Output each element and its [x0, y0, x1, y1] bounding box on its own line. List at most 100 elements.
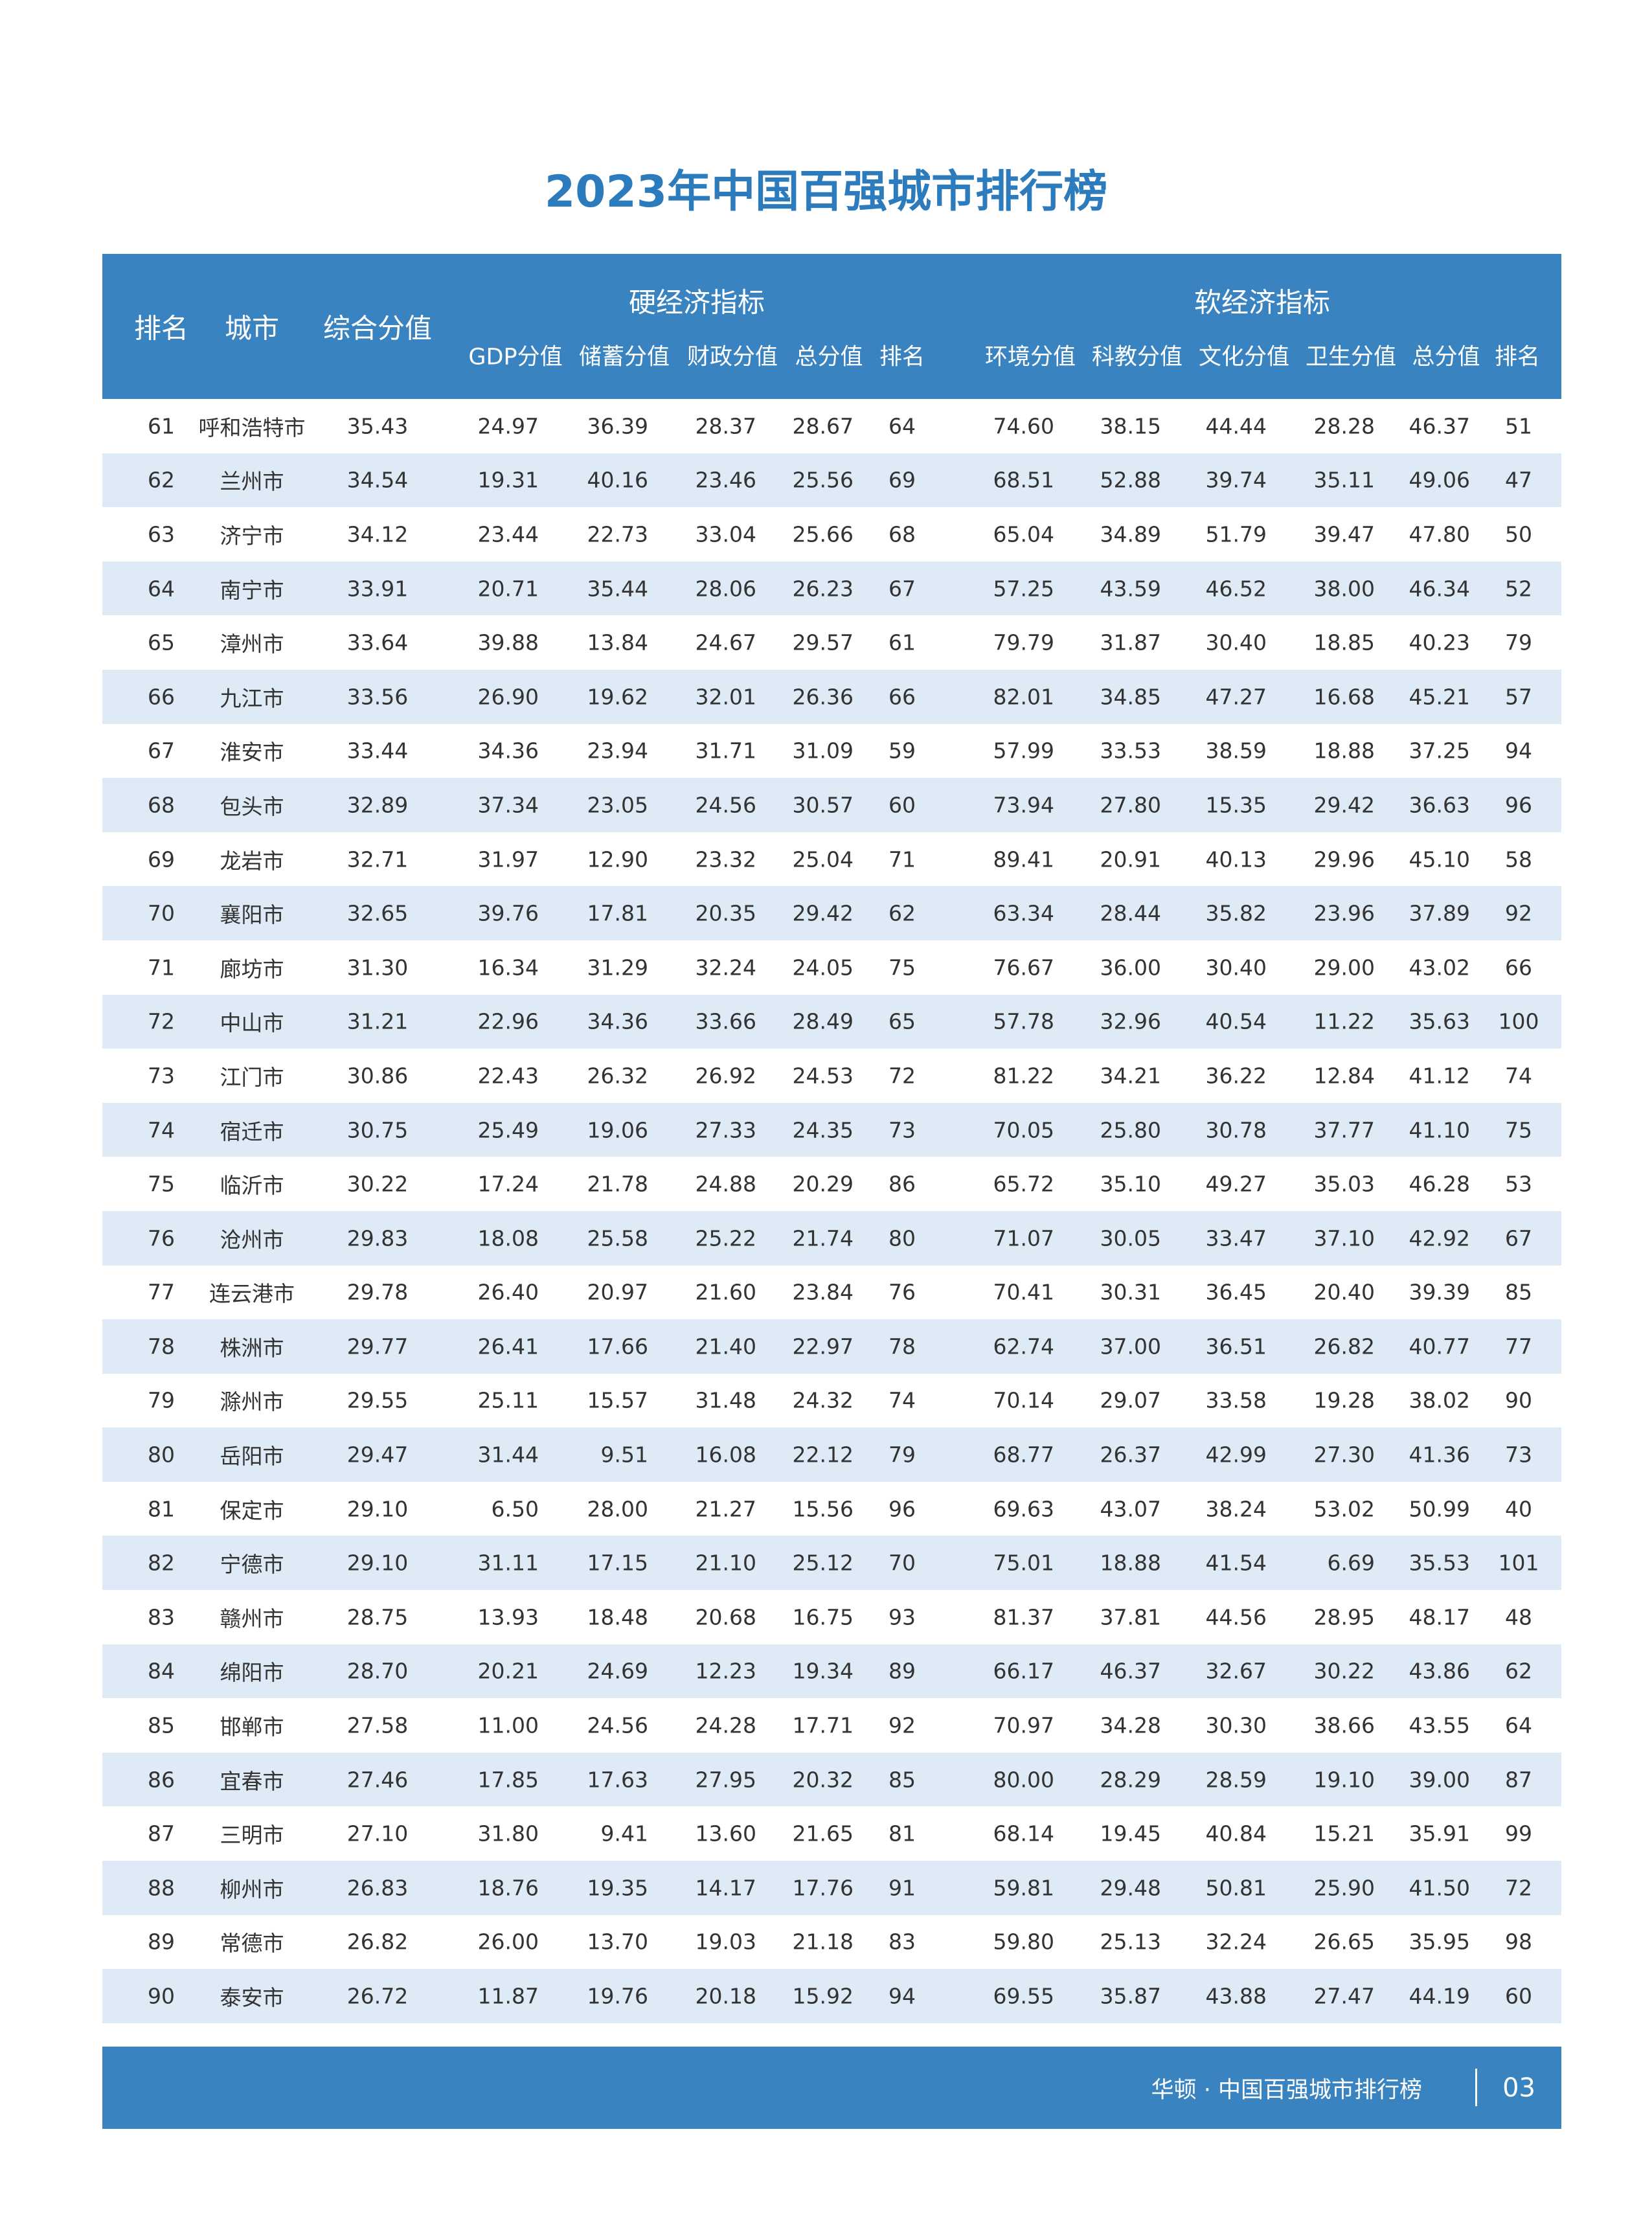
cell-savings: 13.70	[587, 1929, 648, 1955]
cell-health: 27.47	[1313, 1983, 1375, 2009]
cell-rank: 80	[148, 1442, 175, 1468]
cell-science-edu: 34.85	[1100, 684, 1161, 710]
cell-health: 28.28	[1313, 413, 1375, 439]
cell-hard-total: 17.76	[792, 1875, 854, 1901]
cell-health: 35.11	[1313, 467, 1375, 493]
cell-savings: 31.29	[587, 955, 648, 981]
cell-hard-rank: 83	[888, 1929, 916, 1955]
header-hard-group: 硬经济指标	[628, 286, 765, 319]
cell-culture: 30.30	[1205, 1712, 1267, 1738]
cell-savings: 17.66	[587, 1334, 648, 1359]
table-row: 79 滁州市 29.55 25.11 15.57 31.48 24.32 74 70.14 29.…	[102, 1374, 1561, 1428]
cell-hard-total: 16.75	[792, 1604, 854, 1630]
header-culture: 文化分值	[1198, 344, 1290, 370]
cell-culture: 49.27	[1205, 1171, 1267, 1197]
cell-environment: 81.37	[993, 1604, 1054, 1630]
cell-composite: 35.43	[346, 413, 409, 439]
cell-environment: 69.63	[993, 1496, 1054, 1522]
table-row: 68 包头市 32.89 37.34 23.05 24.56 30.57 60 73.94 27.…	[102, 778, 1561, 832]
cell-rank: 89	[148, 1929, 175, 1955]
cell-hard-rank: 92	[888, 1712, 916, 1738]
table-row: 88 柳州市 26.83 18.76 19.35 14.17 17.76 91 59.81 29.…	[102, 1861, 1561, 1915]
cell-hard-rank: 81	[888, 1821, 916, 1846]
cell-science-edu: 43.59	[1100, 576, 1161, 602]
cell-hard-rank: 68	[888, 521, 916, 547]
cell-hard-rank: 93	[888, 1604, 916, 1630]
cell-fiscal: 20.68	[695, 1604, 756, 1630]
cell-hard-total: 25.66	[792, 521, 854, 547]
cell-gdp: 22.96	[477, 1008, 539, 1034]
cell-fiscal: 20.35	[695, 900, 756, 926]
cell-city: 常德市	[220, 1931, 284, 1957]
cell-fiscal: 32.01	[695, 684, 756, 710]
cell-science-edu: 34.89	[1100, 521, 1161, 547]
cell-city: 滁州市	[220, 1389, 284, 1415]
cell-savings: 35.44	[587, 576, 648, 602]
cell-culture: 33.47	[1205, 1225, 1267, 1251]
cell-fiscal: 13.60	[695, 1821, 756, 1846]
cell-soft-total: 50.99	[1409, 1496, 1470, 1522]
cell-fiscal: 16.08	[695, 1442, 756, 1468]
cell-soft-rank: 92	[1505, 900, 1532, 926]
cell-rank: 65	[148, 630, 175, 655]
cell-hard-rank: 60	[888, 792, 916, 818]
table-row: 62 兰州市 34.54 19.31 40.16 23.46 25.56 69 68.51 52.…	[102, 453, 1561, 508]
cell-gdp: 11.87	[477, 1983, 539, 2009]
cell-science-edu: 30.05	[1100, 1225, 1161, 1251]
cell-hard-rank: 91	[888, 1875, 916, 1901]
cell-savings: 20.97	[587, 1279, 648, 1305]
cell-city: 泰安市	[220, 1985, 284, 2011]
cell-environment: 65.72	[993, 1171, 1054, 1197]
cell-fiscal: 21.27	[695, 1496, 756, 1522]
cell-hard-total: 21.74	[792, 1225, 854, 1251]
cell-composite: 33.56	[346, 684, 409, 710]
cell-soft-rank: 87	[1505, 1767, 1532, 1793]
cell-city: 株洲市	[220, 1335, 284, 1361]
cell-composite: 29.10	[346, 1550, 409, 1576]
table-header: 排名 城市 综合分值 硬经济指标 软经济指标 GDP分值 储蓄分值 财政分值 总…	[102, 254, 1561, 399]
cell-environment: 62.74	[993, 1334, 1054, 1359]
cell-rank: 67	[148, 738, 175, 764]
cell-environment: 70.14	[993, 1387, 1054, 1413]
cell-soft-rank: 64	[1505, 1712, 1532, 1738]
cell-soft-total: 35.95	[1409, 1929, 1470, 1955]
cell-rank: 61	[148, 413, 175, 439]
cell-health: 25.90	[1313, 1875, 1375, 1901]
cell-gdp: 20.71	[477, 576, 539, 602]
cell-culture: 30.78	[1205, 1117, 1267, 1143]
cell-soft-rank: 67	[1505, 1225, 1532, 1251]
cell-hard-rank: 65	[888, 1008, 916, 1034]
cell-fiscal: 28.37	[695, 413, 756, 439]
cell-environment: 59.81	[993, 1875, 1054, 1901]
cell-fiscal: 33.04	[695, 521, 756, 547]
cell-rank: 71	[148, 955, 175, 981]
table-row: 66 九江市 33.56 26.90 19.62 32.01 26.36 66 82.01 34.…	[102, 669, 1561, 724]
cell-science-edu: 35.87	[1100, 1983, 1161, 2009]
cell-culture: 38.59	[1205, 738, 1267, 764]
cell-soft-total: 38.02	[1409, 1387, 1470, 1413]
cell-culture: 43.88	[1205, 1983, 1267, 2009]
cell-fiscal: 19.03	[695, 1929, 756, 1955]
cell-hard-rank: 78	[888, 1334, 916, 1359]
cell-city: 南宁市	[220, 577, 284, 603]
cell-city: 包头市	[220, 793, 284, 819]
cell-environment: 63.34	[993, 900, 1054, 926]
cell-health: 39.47	[1313, 521, 1375, 547]
cell-soft-total: 46.34	[1409, 576, 1470, 602]
cell-savings: 9.51	[600, 1442, 648, 1468]
cell-soft-rank: 62	[1505, 1658, 1532, 1684]
cell-fiscal: 31.48	[695, 1387, 756, 1413]
cell-savings: 24.56	[587, 1712, 648, 1738]
cell-hard-rank: 75	[888, 955, 916, 981]
cell-science-edu: 29.48	[1100, 1875, 1161, 1901]
cell-culture: 35.82	[1205, 900, 1267, 926]
table-row: 74 宿迁市 30.75 25.49 19.06 27.33 24.35 73 70.05 25.…	[102, 1102, 1561, 1157]
cell-composite: 30.86	[346, 1063, 409, 1089]
cell-rank: 63	[148, 521, 175, 547]
cell-soft-rank: 99	[1505, 1821, 1532, 1846]
cell-savings: 17.63	[587, 1767, 648, 1793]
cell-gdp: 26.00	[477, 1929, 539, 1955]
cell-soft-total: 43.02	[1409, 955, 1470, 981]
cell-savings: 28.00	[587, 1496, 648, 1522]
cell-composite: 29.78	[346, 1279, 409, 1305]
